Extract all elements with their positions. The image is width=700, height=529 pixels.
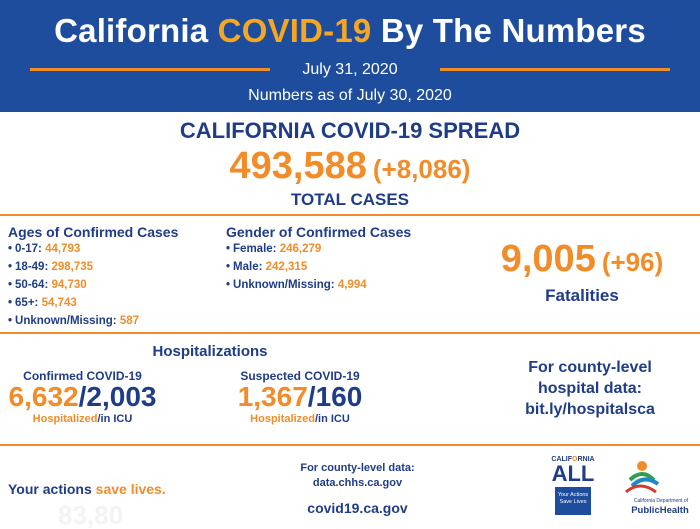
gender-title: Gender of Confirmed Cases: [226, 224, 412, 240]
suspected-hospitalized: 1,367: [237, 381, 308, 412]
website-link[interactable]: covid19.ca.gov: [307, 500, 408, 516]
suspected-values: 1,367/160: [237, 381, 363, 412]
header-banner: California COVID-19 By The Numbers July …: [0, 0, 700, 112]
left-accent-line: [30, 68, 270, 71]
confirmed-hospitalized: 6,632: [8, 381, 79, 412]
fatalities-label: Fatalities: [545, 286, 619, 305]
numbers-as-of: Numbers as of July 30, 2020: [248, 87, 452, 104]
title-pre: California: [54, 12, 218, 49]
list-item: • 18-49: 298,735: [8, 261, 94, 273]
title-highlight: COVID-19: [217, 12, 372, 49]
suspected-title: Suspected COVID-19: [240, 369, 360, 383]
public-health-logo: California Department of PublicHealth: [612, 458, 694, 522]
report-date: July 31, 2020: [302, 61, 398, 78]
fatalities-value: 9,005: [500, 238, 596, 280]
public-health-emblem-icon: [625, 461, 660, 494]
suspected-icu: 160: [315, 381, 363, 412]
list-item: • 65+: 54,743: [8, 297, 77, 309]
spread-title: CALIFORNIA COVID-19 SPREAD: [179, 118, 521, 143]
divider-1: [0, 214, 700, 216]
total-cases-change: (+8,086): [372, 154, 471, 184]
list-item: • Unknown/Missing: 587: [8, 315, 140, 327]
fatalities-row: 9,005 (+96): [472, 238, 692, 281]
total-cases-value: 493,588: [229, 145, 367, 187]
list-item: • 50-64: 94,730: [8, 279, 87, 291]
california-all-badge: Your Actions Save Lives: [555, 487, 591, 515]
right-accent-line: [440, 68, 670, 71]
confirmed-icu: 2,003: [86, 381, 157, 412]
list-item: • 0-17: 44,793: [8, 243, 81, 255]
confirmed-labels: Hospitalized/in ICU: [32, 413, 133, 425]
list-item: • Male: 242,315: [226, 261, 308, 273]
california-all-logo: CALIFORNIA ALL Your Actions Save Lives: [545, 456, 601, 522]
list-item: • Unknown/Missing: 4,994: [226, 279, 367, 291]
suspected-labels: Hospitalized/in ICU: [250, 413, 350, 425]
gender-list: • Female: 246,279 • Male: 242,315 • Unknown…: [226, 240, 367, 294]
ages-list: • 0-17: 44,793 • 18-49: 298,735 • 50-64: 94…: [8, 240, 139, 330]
fatalities-change: (+96): [601, 247, 664, 277]
divider-3: [0, 444, 700, 446]
page-title: California COVID-19 By The Numbers: [0, 12, 700, 50]
list-item: • Female: 246,279: [226, 243, 322, 255]
county-data-link[interactable]: data.chhs.ca.gov: [312, 477, 403, 489]
confirmed-title: Confirmed COVID-19: [23, 369, 142, 383]
hospitalizations-title: Hospitalizations: [152, 343, 268, 360]
actions-slogan: Your actions save lives.: [8, 481, 166, 497]
confirmed-values: 6,632/2,003: [8, 381, 157, 412]
hospital-data-link[interactable]: bit.ly/hospitalsca: [525, 401, 655, 418]
total-cases-row: 493,588 (+8,086): [0, 145, 700, 188]
title-post: By The Numbers: [371, 12, 646, 49]
ages-title: Ages of Confirmed Cases: [8, 224, 179, 240]
county-hospital-info: For county-level hospital data: bit.ly/h…: [490, 357, 690, 420]
ghost-text: 83,80: [58, 500, 124, 529]
total-cases-label: TOTAL CASES: [290, 190, 410, 209]
divider-2: [0, 332, 700, 334]
county-data-info: For county-level data: data.chhs.ca.gov: [270, 461, 445, 491]
